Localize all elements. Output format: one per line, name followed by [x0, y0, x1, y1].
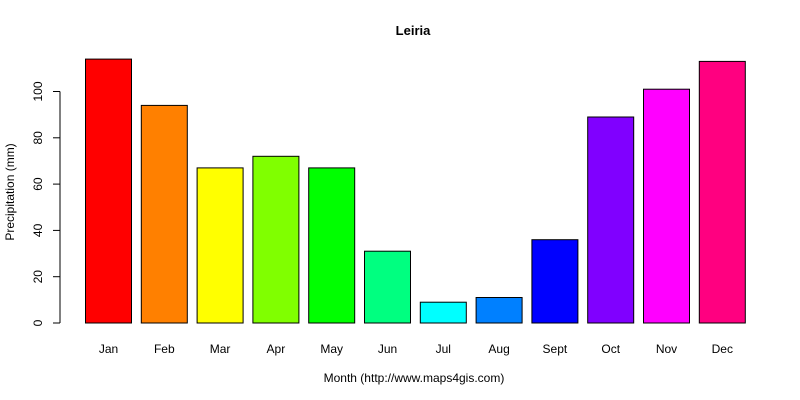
bar-jan — [85, 58, 132, 324]
x-tick-label-jun: Jun — [378, 342, 397, 356]
bar-jul — [419, 301, 467, 324]
x-tick-label-may: May — [320, 342, 343, 356]
y-tick-label-80: 80 — [31, 131, 45, 145]
bars-group — [85, 58, 746, 324]
bar-feb — [140, 104, 188, 324]
x-tick-labels-group: Jan Feb Mar Apr May Jun Jul Aug Sept Oct Nov Dec — [99, 342, 733, 356]
x-tick-label-mar: Mar — [210, 342, 231, 356]
y-axis-label: Precipitation (mm) — [3, 143, 17, 240]
bar-oct — [587, 116, 635, 324]
bar-may — [308, 167, 356, 324]
bar-apr — [252, 155, 300, 324]
bar-nov — [643, 88, 690, 324]
y-tick-label-60: 60 — [31, 177, 45, 191]
y-axis-group: 0 20 40 60 80 100 — [31, 81, 61, 326]
bar-jun — [364, 250, 411, 324]
y-tick-label-40: 40 — [31, 223, 45, 237]
bar-mar — [196, 167, 244, 324]
bar-dec — [698, 60, 746, 324]
x-tick-label-feb: Feb — [154, 342, 175, 356]
chart-title: Leiria — [396, 23, 431, 38]
y-tick-label-0: 0 — [31, 319, 45, 326]
x-tick-label-oct: Oct — [601, 342, 620, 356]
bar-aug — [475, 297, 523, 324]
x-tick-label-dec: Dec — [712, 342, 733, 356]
x-tick-label-nov: Nov — [656, 342, 677, 356]
x-tick-label-sept: Sept — [543, 342, 568, 356]
x-axis-label: Month (http://www.maps4gis.com) — [324, 371, 505, 385]
x-tick-label-apr: Apr — [267, 342, 286, 356]
y-tick-label-20: 20 — [31, 270, 45, 284]
x-tick-label-aug: Aug — [488, 342, 509, 356]
bar-sept — [531, 239, 579, 324]
x-tick-label-jan: Jan — [99, 342, 118, 356]
y-tick-label-100: 100 — [31, 81, 45, 101]
x-tick-label-jul: Jul — [436, 342, 451, 356]
